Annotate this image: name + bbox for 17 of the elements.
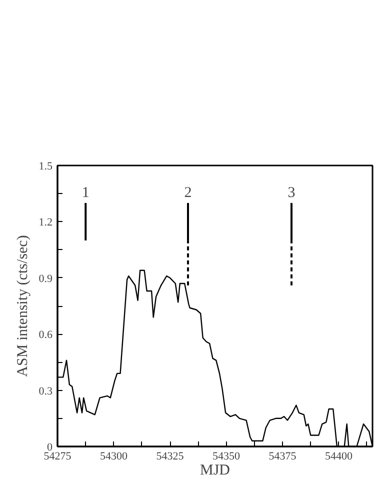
annotation: 2 xyxy=(184,184,192,201)
x-tick-label: 54400 xyxy=(325,450,353,462)
x-tick-label: 54300 xyxy=(100,450,128,462)
x-tick-label: 54325 xyxy=(156,450,184,462)
y-tick-label: 0.9 xyxy=(38,272,53,285)
y-tick-label: 0 xyxy=(47,442,53,454)
x-tick-label: 54275 xyxy=(44,450,72,462)
x-axis-title: MJD xyxy=(200,462,230,478)
y-axis-title: ASM intensity (cts/sec) xyxy=(14,235,31,377)
y-tick-label: 0.3 xyxy=(38,385,53,398)
x-tick-label: 54350 xyxy=(212,450,240,462)
annotation: 1 xyxy=(82,184,90,201)
x-tick-label: 54375 xyxy=(268,450,297,462)
annotation: 3 xyxy=(288,184,296,201)
y-tick-label: 1.5 xyxy=(38,160,53,172)
y-tick-label: 1.2 xyxy=(38,216,52,229)
y-tick-label: 0.6 xyxy=(38,329,53,342)
